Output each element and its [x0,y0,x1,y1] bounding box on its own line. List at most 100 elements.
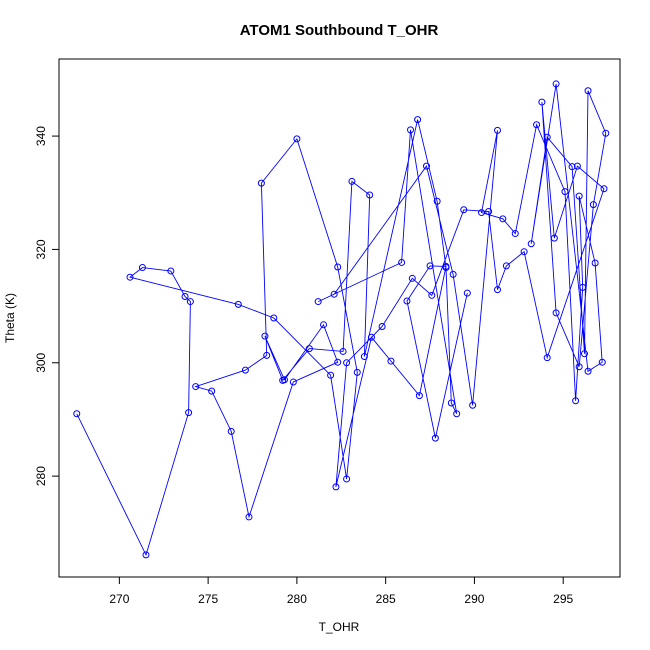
data-point [453,410,461,418]
y-axis-label: Theta (K) [3,293,17,343]
data-point [320,321,328,329]
data-point [408,274,416,282]
x-tick-label: 285 [376,592,396,606]
data-point [415,392,423,400]
data-point [227,427,235,435]
data-point [591,259,599,267]
data-point [343,359,351,367]
data-point [552,80,560,88]
data-point [478,209,486,217]
data-points [73,80,610,559]
data-point [579,283,587,291]
data-point [431,434,439,442]
data-point [589,201,597,209]
data-point [469,401,477,409]
data-point [494,126,502,134]
data-point [511,230,519,238]
data-point [192,383,200,391]
data-point [334,358,342,366]
x-tick-label: 280 [287,592,307,606]
data-point [407,126,415,134]
data-point [186,298,194,306]
data-point [602,129,610,137]
data-point [126,273,134,281]
data-point [600,185,608,193]
data-point [580,350,588,358]
y-tick-label: 320 [34,239,48,259]
data-point [378,323,386,331]
data-point [339,347,347,355]
data-point [543,133,551,141]
y-axis: 280 300 320 340 [34,126,60,486]
data-point [332,483,340,491]
x-axis: 270 275 280 285 290 295 [109,576,574,606]
data-point [572,397,580,405]
data-point [270,314,278,322]
data-point [185,409,193,417]
data-point [575,192,583,200]
series-line [76,83,607,557]
data-point [360,353,368,361]
data-point [398,258,406,266]
data-point [449,270,457,278]
data-point [428,291,436,299]
data-point [442,262,450,270]
data-point [403,297,411,305]
y-tick-label: 300 [34,352,48,372]
data-point [241,366,249,374]
data-point [499,215,507,223]
y-tick-label: 340 [34,126,48,146]
data-point [568,163,576,171]
data-point [142,551,150,559]
data-point [343,475,351,483]
x-tick-label: 270 [109,592,129,606]
data-point [520,248,528,256]
data-point [167,267,175,275]
data-point [573,162,581,170]
y-tick-label: 280 [34,466,48,486]
data-point [138,264,146,272]
data-point [327,371,335,379]
data-point [208,387,216,395]
data-point [305,345,313,353]
data-point [527,240,535,248]
x-tick-label: 290 [464,592,484,606]
data-point [422,162,430,170]
data-point [257,179,265,187]
data-point [561,188,569,196]
data-point [543,354,551,362]
data-point [289,378,297,386]
data-point [584,87,592,95]
data-point [447,399,455,407]
data-point [502,262,510,270]
data-point [414,116,422,124]
chart-title: ATOM1 Southbound T_OHR [240,22,439,39]
data-point [234,300,242,308]
data-point [181,292,189,300]
data-point [552,309,560,317]
data-point [584,367,592,375]
data-point [485,207,493,215]
data-point [279,376,287,384]
data-point [348,177,356,185]
data-point [366,191,374,199]
data-point [387,357,395,365]
data-point [73,410,81,418]
data-point [330,290,338,298]
data-point [245,513,253,521]
data-point [538,98,546,106]
data-point [263,351,271,359]
data-point [261,332,269,340]
data-point [463,289,471,297]
data-point [494,286,502,294]
x-tick-label: 295 [553,592,573,606]
data-point [550,234,558,242]
data-point [460,206,468,214]
data-point [533,121,541,129]
data-point [575,363,583,371]
data-point [314,298,322,306]
data-point [598,358,606,366]
data-point [426,262,434,270]
